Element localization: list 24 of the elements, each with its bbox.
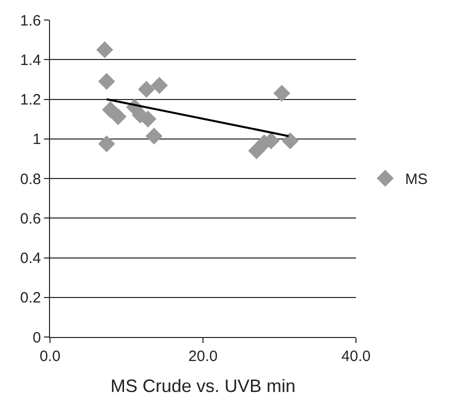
- point: [150, 76, 168, 94]
- point: [282, 132, 299, 150]
- legend-label: MS: [405, 171, 428, 188]
- y-tick-label: 1.4: [20, 52, 41, 69]
- x-tick-label: 40.0: [341, 348, 371, 365]
- y-tick-label: 1.6: [20, 12, 41, 30]
- y-tick-label: 1: [32, 131, 41, 148]
- y-tick-label: 0.4: [20, 250, 41, 267]
- point: [273, 84, 290, 102]
- point: [98, 72, 116, 90]
- y-tick-label: 0.8: [20, 170, 41, 188]
- y-tick-label: 0: [32, 329, 41, 346]
- x-axis-title: MS Crude vs. UVB min: [110, 376, 296, 396]
- point: [248, 142, 265, 160]
- point: [110, 108, 127, 126]
- x-tick-label: 0.0: [40, 348, 60, 365]
- point: [98, 135, 116, 152]
- point: [146, 128, 162, 145]
- point: [96, 41, 114, 58]
- y-tick-label: 0.2: [20, 290, 41, 307]
- y-tick-label: 0.6: [20, 210, 41, 228]
- point: [138, 80, 155, 98]
- x-tick-label: 20.0: [188, 348, 218, 365]
- y-tick-label: 1.2: [20, 92, 41, 108]
